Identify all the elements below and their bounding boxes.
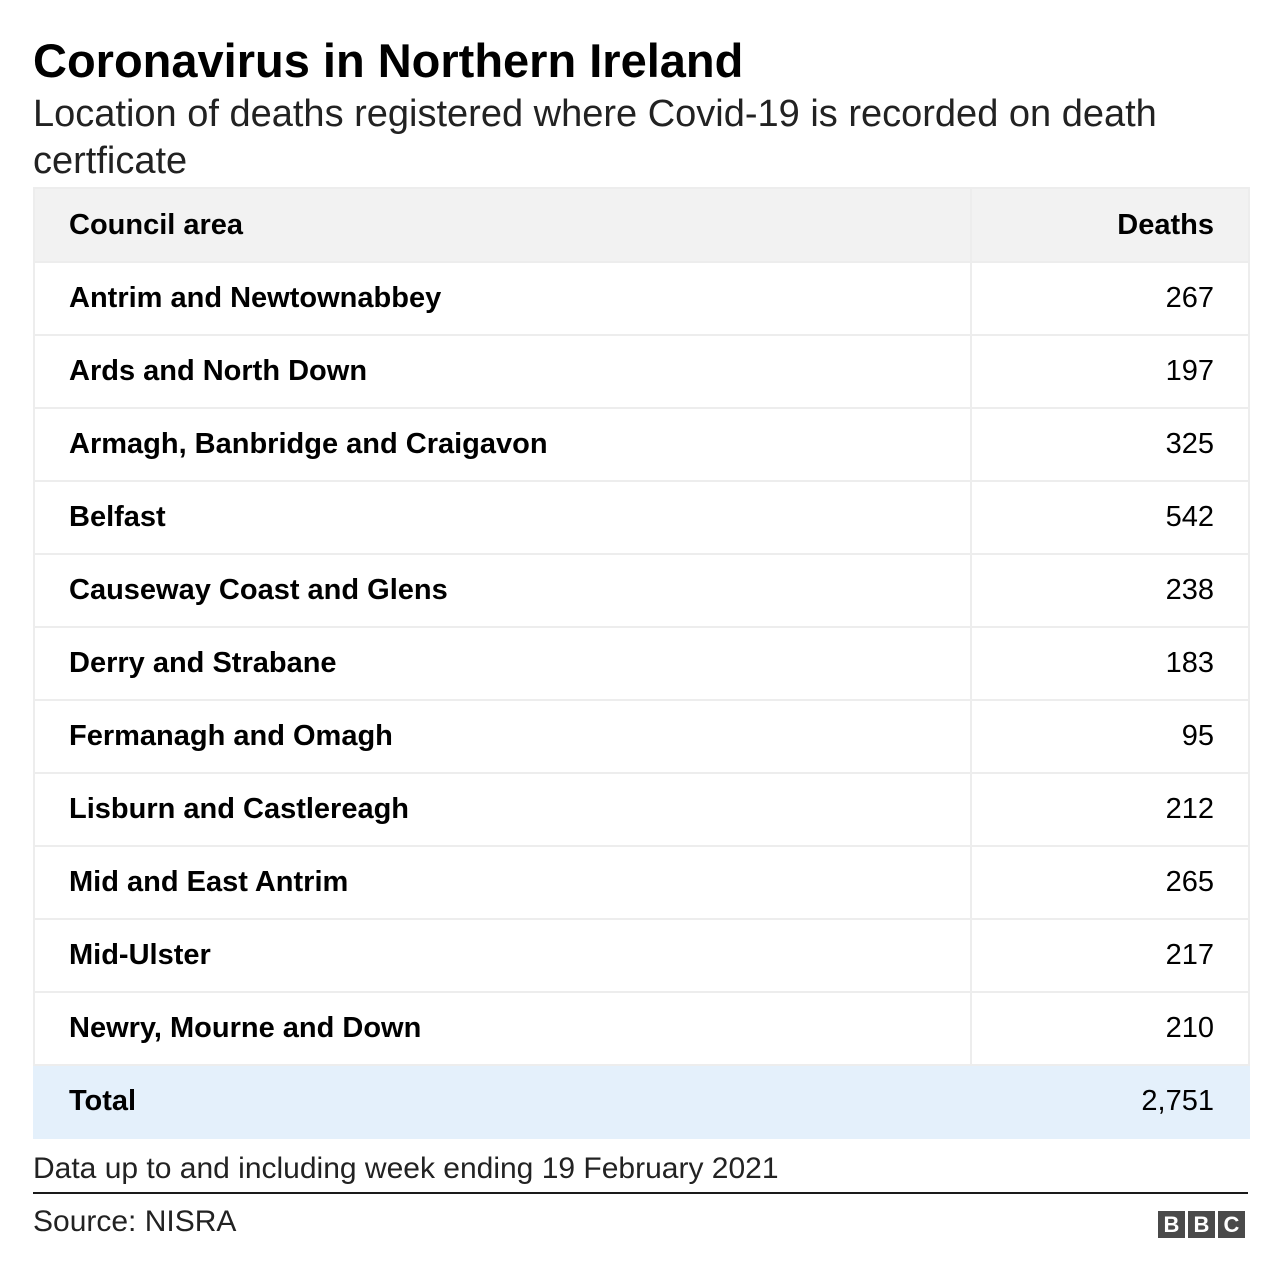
total-row: Total 2,751: [33, 1064, 1250, 1139]
table-row: Armagh, Banbridge and Craigavon 325: [33, 407, 1250, 482]
council-area-cell: Causeway Coast and Glens: [33, 553, 972, 628]
deaths-table: Council area Deaths Antrim and Newtownab…: [33, 187, 1250, 1139]
table-row: Mid and East Antrim 265: [33, 845, 1250, 920]
deaths-cell: 210: [970, 991, 1250, 1066]
council-area-cell: Ards and North Down: [33, 334, 972, 409]
total-label: Total: [33, 1064, 972, 1139]
table-row: Lisburn and Castlereagh 212: [33, 772, 1250, 847]
table-row: Derry and Strabane 183: [33, 626, 1250, 701]
table-row: Fermanagh and Omagh 95: [33, 699, 1250, 774]
council-area-cell: Mid-Ulster: [33, 918, 972, 993]
table-row: Newry, Mourne and Down 210: [33, 991, 1250, 1066]
bbc-logo-letter: C: [1218, 1211, 1245, 1238]
table-row: Causeway Coast and Glens 238: [33, 553, 1250, 628]
council-area-cell: Mid and East Antrim: [33, 845, 972, 920]
table-row: Ards and North Down 197: [33, 334, 1250, 409]
source-text: Source: NISRA: [33, 1205, 237, 1238]
chart-title: Coronavirus in Northern Ireland: [33, 34, 744, 87]
table-row: Antrim and Newtownabbey 267: [33, 261, 1250, 336]
council-area-cell: Fermanagh and Omagh: [33, 699, 972, 774]
bbc-logo-letter: B: [1158, 1211, 1185, 1238]
deaths-cell: 95: [970, 699, 1250, 774]
council-area-cell: Lisburn and Castlereagh: [33, 772, 972, 847]
table-body: Antrim and Newtownabbey 267 Ards and Nor…: [33, 261, 1250, 1139]
deaths-cell: 238: [970, 553, 1250, 628]
council-area-cell: Newry, Mourne and Down: [33, 991, 972, 1066]
deaths-cell: 197: [970, 334, 1250, 409]
table-header-row: Council area Deaths: [33, 187, 1250, 263]
council-area-cell: Antrim and Newtownabbey: [33, 261, 972, 336]
council-area-cell: Belfast: [33, 480, 972, 555]
deaths-cell: 183: [970, 626, 1250, 701]
deaths-cell: 267: [970, 261, 1250, 336]
council-area-cell: Armagh, Banbridge and Craigavon: [33, 407, 972, 482]
table-row: Mid-Ulster 217: [33, 918, 1250, 993]
deaths-cell: 212: [970, 772, 1250, 847]
chart-subtitle: Location of deaths registered where Covi…: [33, 93, 1157, 182]
council-area-cell: Derry and Strabane: [33, 626, 972, 701]
bbc-logo-letter: B: [1188, 1211, 1215, 1238]
column-header-council-area: Council area: [33, 187, 972, 263]
deaths-cell: 217: [970, 918, 1250, 993]
total-value: 2,751: [970, 1064, 1250, 1139]
column-header-deaths: Deaths: [970, 187, 1250, 263]
table-row: Belfast 542: [33, 480, 1250, 555]
deaths-cell: 325: [970, 407, 1250, 482]
footer-divider: [33, 1192, 1248, 1194]
bbc-logo: B B C: [1158, 1211, 1245, 1238]
deaths-cell: 265: [970, 845, 1250, 920]
deaths-cell: 542: [970, 480, 1250, 555]
data-note: Data up to and including week ending 19 …: [33, 1152, 779, 1185]
